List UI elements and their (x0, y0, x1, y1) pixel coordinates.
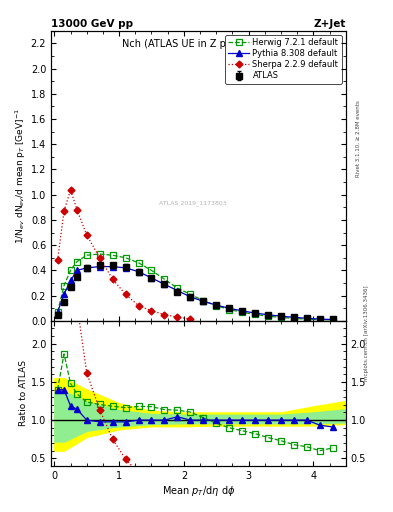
Herwig 7.2.1 default (62, 283, 66, 289)
Y-axis label: 1/N$_{ev}$ dN$_{ev}$/d mean p$_T$ [GeV]$^{-1}$: 1/N$_{ev}$ dN$_{ev}$/d mean p$_T$ [GeV]$… (13, 108, 28, 244)
Pythia 8.308 default (110, 264, 115, 270)
Sherpa 2.2.9 default (123, 291, 128, 297)
Pythia 8.308 default (62, 291, 66, 297)
Herwig 7.2.1 default (279, 314, 283, 321)
Pythia 8.308 default (136, 269, 141, 275)
Pythia 8.308 default (175, 288, 180, 294)
Pythia 8.308 default (292, 314, 296, 321)
Herwig 7.2.1 default (75, 259, 79, 265)
Pythia 8.308 default (305, 315, 309, 322)
Text: ATLAS 2019_1173803: ATLAS 2019_1173803 (159, 201, 226, 206)
Text: Rivet 3.1.10, ≥ 2.8M events: Rivet 3.1.10, ≥ 2.8M events (356, 100, 361, 177)
Herwig 7.2.1 default (240, 309, 244, 315)
Pythia 8.308 default (75, 267, 79, 273)
Pythia 8.308 default (188, 294, 193, 300)
Herwig 7.2.1 default (123, 254, 128, 261)
Line: Sherpa 2.2.9 default: Sherpa 2.2.9 default (55, 187, 193, 322)
Pythia 8.308 default (279, 313, 283, 319)
Herwig 7.2.1 default (68, 267, 73, 273)
X-axis label: Mean $p_T$/d$\eta$ d$\phi$: Mean $p_T$/d$\eta$ d$\phi$ (162, 483, 235, 498)
Sherpa 2.2.9 default (55, 257, 60, 263)
Line: Herwig 7.2.1 default: Herwig 7.2.1 default (55, 251, 336, 323)
Herwig 7.2.1 default (201, 297, 206, 304)
Sherpa 2.2.9 default (62, 208, 66, 214)
Text: Z+Jet: Z+Jet (314, 19, 346, 30)
Herwig 7.2.1 default (292, 315, 296, 322)
Herwig 7.2.1 default (162, 276, 167, 282)
Pythia 8.308 default (97, 264, 102, 270)
Herwig 7.2.1 default (305, 316, 309, 322)
Herwig 7.2.1 default (110, 252, 115, 259)
Sherpa 2.2.9 default (84, 232, 89, 238)
Pythia 8.308 default (55, 309, 60, 315)
Herwig 7.2.1 default (175, 285, 180, 291)
Pythia 8.308 default (68, 278, 73, 284)
Herwig 7.2.1 default (188, 291, 193, 297)
Sherpa 2.2.9 default (175, 314, 180, 320)
Pythia 8.308 default (201, 298, 206, 304)
Legend: Herwig 7.2.1 default, Pythia 8.308 default, Sherpa 2.2.9 default, ATLAS: Herwig 7.2.1 default, Pythia 8.308 defau… (225, 35, 342, 84)
Pythia 8.308 default (84, 265, 89, 271)
Pythia 8.308 default (162, 281, 167, 287)
Herwig 7.2.1 default (266, 313, 270, 319)
Herwig 7.2.1 default (97, 251, 102, 257)
Pythia 8.308 default (318, 316, 322, 322)
Herwig 7.2.1 default (331, 317, 335, 323)
Text: mcplots.cern.ch [arXiv:1306.3436]: mcplots.cern.ch [arXiv:1306.3436] (364, 285, 369, 380)
Pythia 8.308 default (266, 312, 270, 318)
Pythia 8.308 default (331, 316, 335, 323)
Herwig 7.2.1 default (84, 252, 89, 259)
Pythia 8.308 default (227, 305, 231, 311)
Herwig 7.2.1 default (136, 260, 141, 266)
Sherpa 2.2.9 default (162, 311, 167, 317)
Sherpa 2.2.9 default (75, 207, 79, 213)
Herwig 7.2.1 default (253, 311, 257, 317)
Text: Nch (ATLAS UE in Z production): Nch (ATLAS UE in Z production) (121, 39, 275, 50)
Herwig 7.2.1 default (55, 309, 60, 315)
Sherpa 2.2.9 default (136, 303, 141, 309)
Sherpa 2.2.9 default (188, 316, 193, 322)
Herwig 7.2.1 default (227, 306, 231, 312)
Pythia 8.308 default (123, 265, 128, 271)
Herwig 7.2.1 default (318, 316, 322, 323)
Pythia 8.308 default (214, 302, 219, 308)
Sherpa 2.2.9 default (110, 276, 115, 282)
Pythia 8.308 default (253, 310, 257, 316)
Text: 13000 GeV pp: 13000 GeV pp (51, 19, 133, 30)
Pythia 8.308 default (149, 275, 154, 281)
Pythia 8.308 default (240, 308, 244, 314)
Herwig 7.2.1 default (149, 267, 154, 273)
Y-axis label: Ratio to ATLAS: Ratio to ATLAS (19, 360, 28, 426)
Line: Pythia 8.308 default: Pythia 8.308 default (55, 264, 336, 323)
Sherpa 2.2.9 default (97, 254, 102, 261)
Sherpa 2.2.9 default (68, 186, 73, 193)
Sherpa 2.2.9 default (149, 308, 154, 314)
Herwig 7.2.1 default (214, 303, 219, 309)
